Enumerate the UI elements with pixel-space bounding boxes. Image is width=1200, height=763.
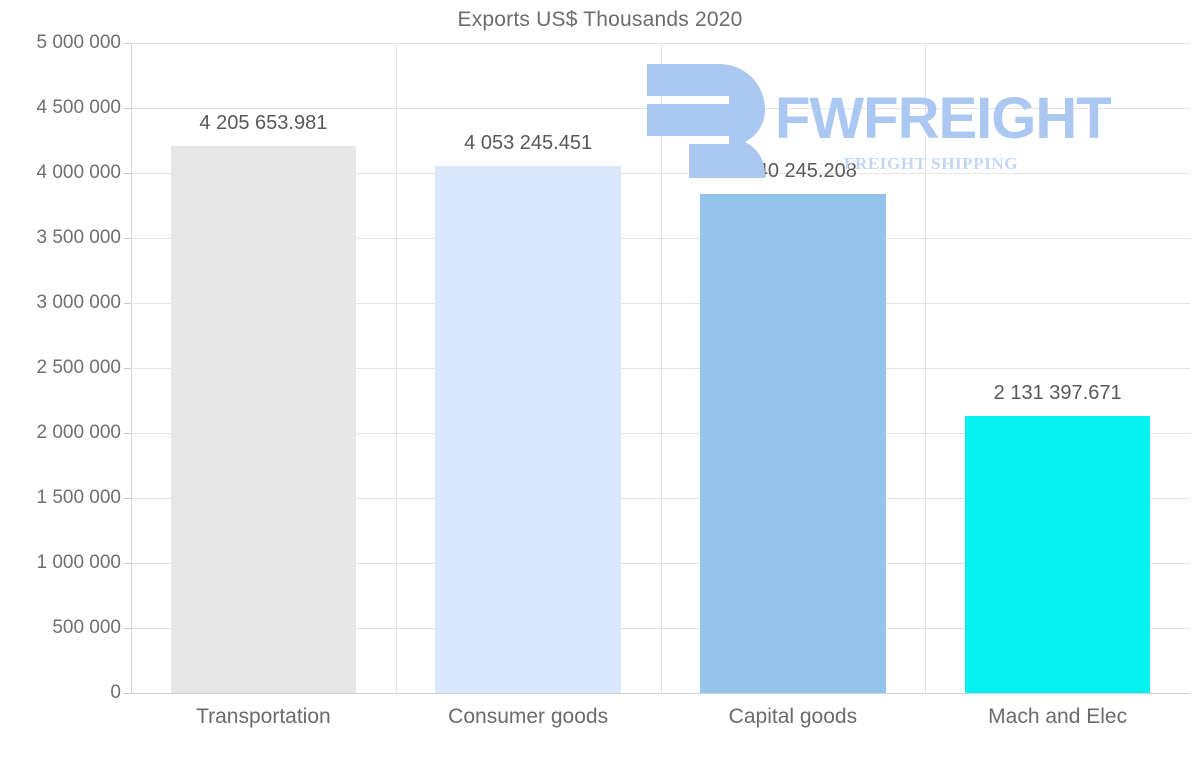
bar[interactable] [170,146,357,693]
y-axis-tick-label: 1 000 000 [36,552,121,573]
y-axis-tick-label: 1 500 000 [36,487,121,508]
x-axis-category-label: Capital goods [728,705,858,728]
x-axis-category-label: Mach and Elec [988,705,1128,728]
gridline-vertical [660,43,662,693]
y-axis-tick-mark [124,173,131,174]
x-axis-category-label: Transportation [196,705,331,728]
bar-value-label: 4 205 653.981 [199,112,328,135]
bar[interactable] [700,193,886,693]
y-axis-tick-mark [124,238,131,239]
gridline-vertical [395,43,397,693]
y-axis-tick-mark [124,563,131,564]
y-axis-tick-mark [124,108,131,109]
y-axis-tick-mark [124,498,131,499]
plot-area [131,43,1190,694]
gridline [131,693,1190,694]
y-axis-tick-mark [124,628,131,629]
vertical-gridlines [131,43,1190,693]
bar[interactable] [964,415,1151,693]
y-axis-tick-mark [124,433,131,434]
gridline-vertical [925,43,927,693]
bars-layer [131,43,1190,693]
y-axis-tick-label: 0 [110,682,121,703]
x-axis-category-label: Consumer goods [448,705,609,728]
bar-value-label: 3 840 245.208 [728,159,857,182]
y-axis-tick-label: 5 000 000 [36,32,121,53]
y-axis-tick-mark [124,43,131,44]
bar-value-label: 4 053 245.451 [464,132,593,155]
y-axis-tick-label: 3 500 000 [36,227,121,248]
bar-value-label: 2 131 397.671 [993,381,1122,404]
y-axis-tick-label: 500 000 [52,617,121,638]
y-axis-tick-label: 4 500 000 [36,97,121,118]
bar[interactable] [435,166,621,693]
y-axis-tick-label: 3 000 000 [36,292,121,313]
y-axis-tick-label: 2 000 000 [36,422,121,443]
y-axis-tick-mark [124,303,131,304]
y-axis-tick-mark [124,693,131,694]
chart-title: Exports US$ Thousands 2020 [457,8,743,31]
y-axis-tick-label: 2 500 000 [36,357,121,378]
y-axis-tick-label: 4 000 000 [36,162,121,183]
y-axis-tick-mark [124,368,131,369]
